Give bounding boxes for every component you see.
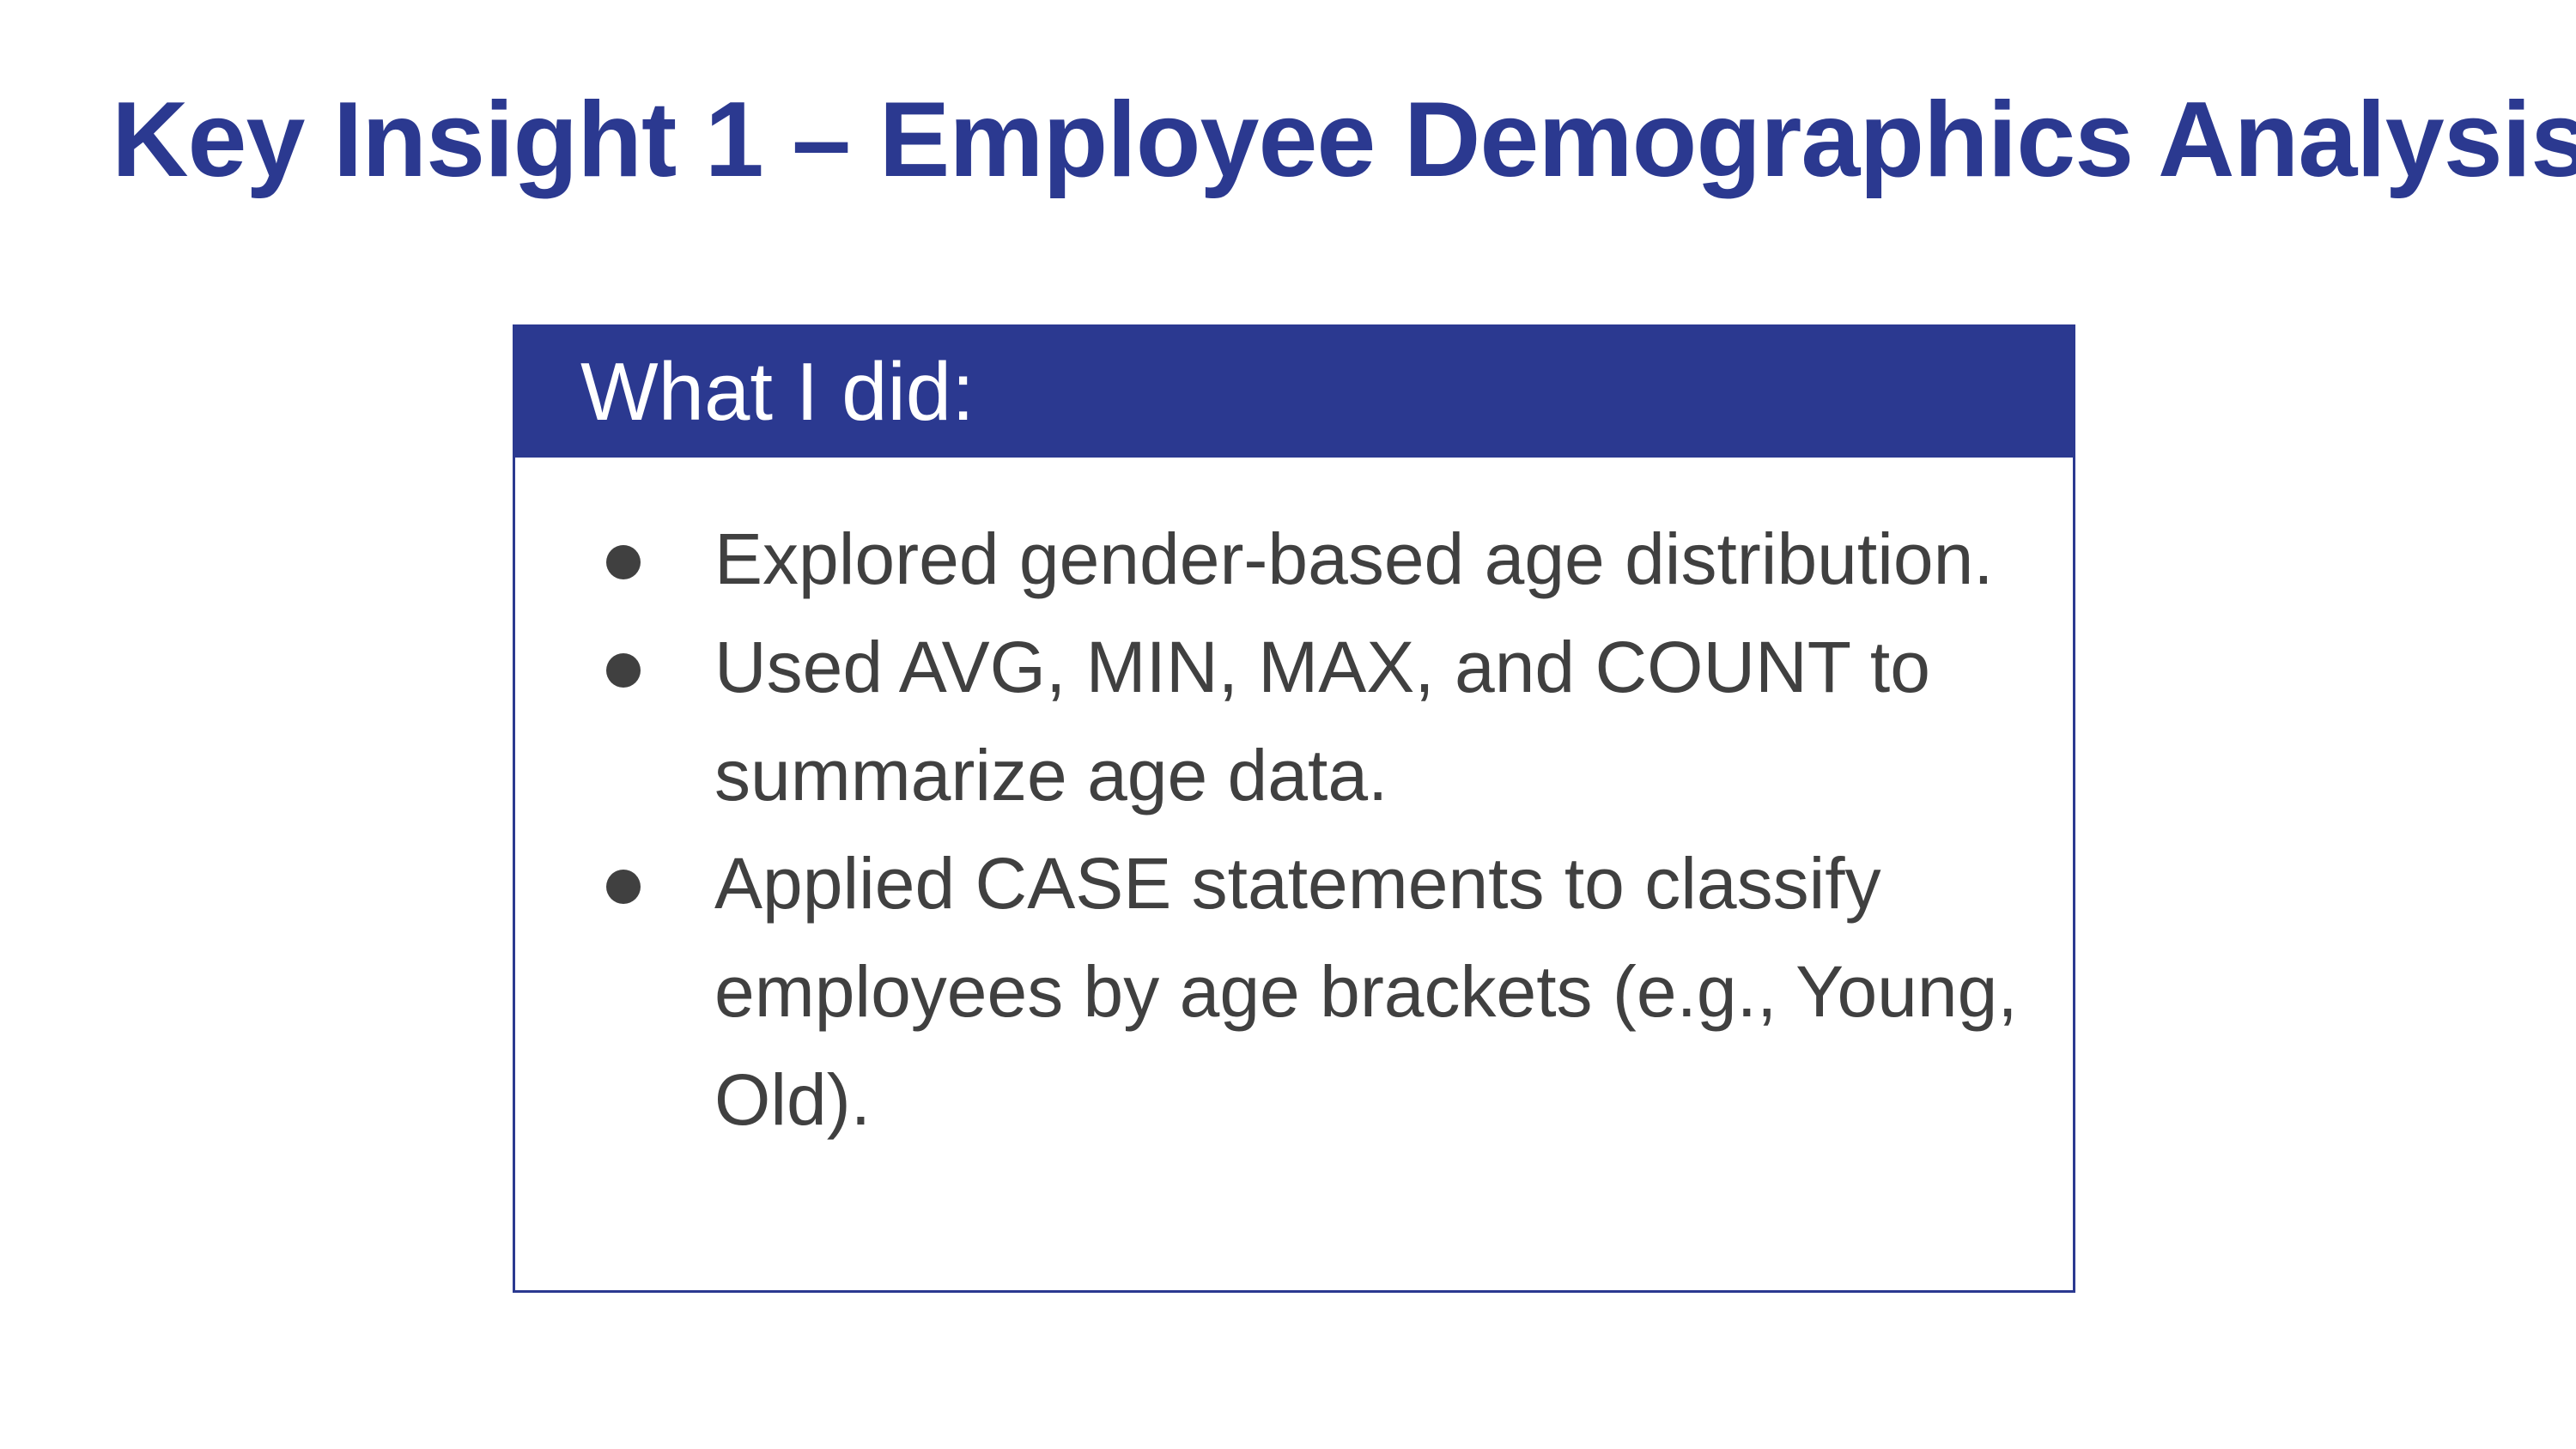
card-header-label: What I did: (580, 346, 975, 438)
list-item: Applied CASE statements to classify empl… (515, 829, 2073, 1154)
bullet-text: Used AVG, MIN, MAX, and COUNT to summari… (714, 627, 1930, 815)
summary-card: What I did: Explored gender-based age di… (513, 324, 2075, 1293)
list-item: Explored gender-based age distribution. (515, 505, 2073, 613)
bullet-text: Applied CASE statements to classify empl… (714, 843, 2018, 1140)
bullet-list: Explored gender-based age distribution. … (515, 505, 2073, 1154)
slide-title: Key Insight 1 – Employee Demographics An… (112, 81, 2576, 199)
bullet-text: Explored gender-based age distribution. (714, 518, 1994, 599)
bullet-dot-icon (606, 653, 641, 688)
bullet-dot-icon (606, 870, 641, 904)
list-item: Used AVG, MIN, MAX, and COUNT to summari… (515, 613, 2073, 829)
bullet-dot-icon (606, 545, 641, 579)
card-header: What I did: (515, 327, 2073, 458)
